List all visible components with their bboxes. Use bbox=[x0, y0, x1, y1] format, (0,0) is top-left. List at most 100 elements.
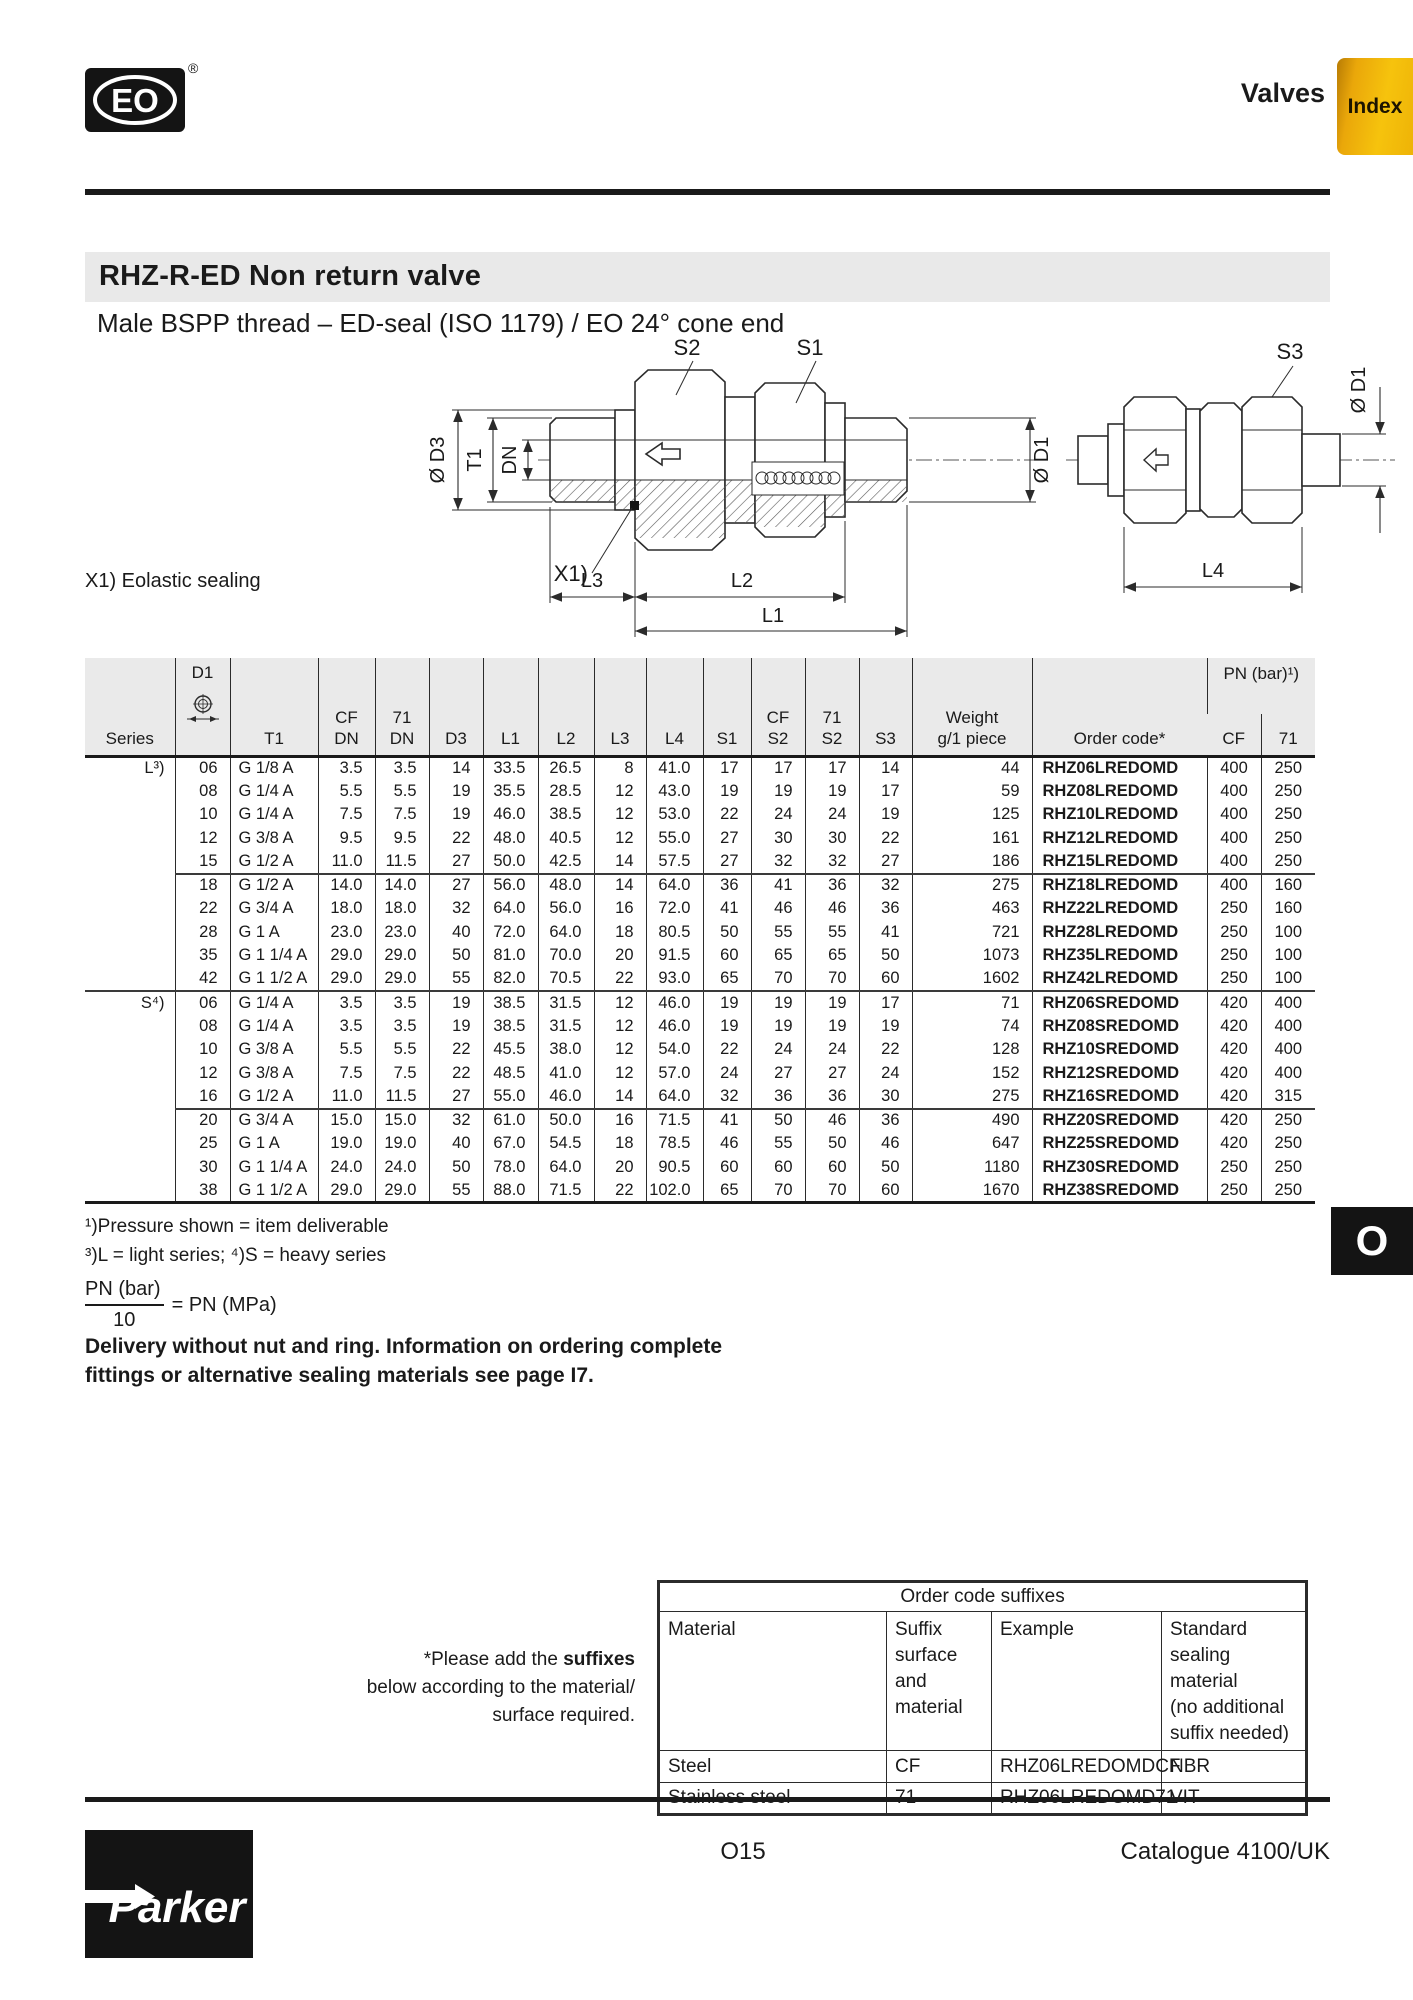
order-code-cell: RHZ18LREDOMD bbox=[1031, 872, 1207, 897]
spec-cell: 81.0 bbox=[482, 944, 538, 968]
spec-cell: 46.0 bbox=[645, 1014, 703, 1038]
spec-cell: 64.0 bbox=[537, 1155, 594, 1179]
spec-cell: 08 bbox=[174, 1014, 230, 1038]
table-row: 08 G 1/4 A 3.5 3.5 19 38.5 31.5 12 46.0 19 19 19 19 7… bbox=[85, 1014, 1315, 1038]
spec-cell: 65 bbox=[702, 967, 751, 991]
suffix-table-body: SteelCFRHZ06LREDOMDCFNBRStainless steel7… bbox=[658, 1750, 1308, 1815]
spec-cell: 46 bbox=[804, 897, 859, 921]
side-valve-view: S3 Ø D1 L4 bbox=[1066, 339, 1395, 593]
dn-dim-label: DN bbox=[499, 446, 521, 475]
col-header-order-code: Order code* bbox=[1031, 658, 1207, 758]
spec-cell: 12 bbox=[593, 826, 646, 850]
col-header-71-dn: 71 DN bbox=[374, 658, 429, 758]
order-code-cell: RHZ12LREDOMD bbox=[1031, 826, 1207, 850]
spec-cell: 70 bbox=[750, 967, 805, 991]
section-index-tab-o[interactable]: O bbox=[1331, 1207, 1413, 1275]
spec-cell: 64.0 bbox=[645, 872, 703, 897]
spec-cell: 55.0 bbox=[645, 826, 703, 850]
spec-cell: 26.5 bbox=[537, 756, 594, 780]
spec-cell: 61.0 bbox=[482, 1107, 538, 1132]
spec-cell: 40 bbox=[428, 1132, 483, 1156]
col-header-pn-bar: PN (bar)¹) bbox=[1206, 658, 1315, 714]
spec-cell: 55 bbox=[750, 920, 805, 944]
spec-cell: 50 bbox=[428, 1155, 483, 1179]
spec-cell: 12 bbox=[593, 1038, 646, 1062]
spec-cell: 38.5 bbox=[537, 803, 594, 827]
main-valve-view: X1) S2 S1 Ø D3 T1 DN Ø D1 bbox=[427, 335, 1053, 637]
spec-cell: 14 bbox=[858, 756, 912, 780]
suffix-col-header: Standard sealing material (no additional su… bbox=[1160, 1611, 1308, 1751]
series-cell bbox=[85, 1109, 175, 1133]
table-row: 30 G 1 1/4 A 24.0 24.0 50 78.0 64.0 20 90.5 60 60 6… bbox=[85, 1155, 1315, 1179]
spec-cell: 46 bbox=[804, 1107, 859, 1132]
spec-cell: 71.5 bbox=[537, 1179, 594, 1204]
spec-cell: 19.0 bbox=[317, 1132, 375, 1156]
spec-cell: 7.5 bbox=[374, 1061, 429, 1085]
table-row: 12 G 3/8 A 7.5 7.5 22 48.5 41.0 12 57.0 24 27 27 24 1… bbox=[85, 1061, 1315, 1085]
spec-cell: 15 bbox=[174, 850, 230, 874]
col-header-t1: T1 bbox=[229, 658, 318, 758]
spec-cell: 35.5 bbox=[482, 779, 538, 803]
series-cell bbox=[85, 1179, 175, 1204]
spec-cell: 64.0 bbox=[645, 1085, 703, 1109]
col-header-s1: S1 bbox=[702, 658, 751, 758]
spec-cell: 24 bbox=[750, 803, 805, 827]
order-code-cell: RHZ16SREDOMD bbox=[1031, 1085, 1207, 1109]
spec-cell: 27 bbox=[858, 850, 912, 874]
spec-cell: 17 bbox=[804, 756, 859, 780]
series-cell bbox=[85, 1132, 175, 1156]
spec-cell: 57.0 bbox=[645, 1061, 703, 1085]
spec-cell: 38.5 bbox=[482, 1014, 538, 1038]
spec-cell: 50 bbox=[428, 944, 483, 968]
spec-cell: 45.5 bbox=[482, 1038, 538, 1062]
spec-cell: G 1/2 A bbox=[229, 850, 318, 874]
spec-cell: 28 bbox=[174, 920, 230, 944]
spec-cell: 27 bbox=[428, 1085, 483, 1109]
spec-cell: 29.0 bbox=[374, 1179, 429, 1204]
suffix-cell: CF bbox=[886, 1750, 992, 1783]
suffix-table: Order code suffixes Material Suffix surfac… bbox=[657, 1580, 1309, 1816]
table-row: S⁴) 06 G 1/4 A 3.5 3.5 19 38.5 31.5 12 46.0 19 19 19… bbox=[85, 990, 1315, 1015]
table-row: 38 G 1 1/2 A 29.0 29.0 55 88.0 71.5 22 102.0 65 70… bbox=[85, 1179, 1315, 1204]
spec-cell: 12 bbox=[593, 990, 646, 1015]
spec-cell: 19.0 bbox=[374, 1132, 429, 1156]
spec-cell: 420 bbox=[1206, 1107, 1261, 1132]
spec-cell: 250 bbox=[1206, 920, 1261, 944]
spec-cell: 38 bbox=[174, 1179, 230, 1204]
spec-cell: 06 bbox=[174, 990, 230, 1015]
spec-cell: 19 bbox=[750, 779, 805, 803]
spec-cell: 9.5 bbox=[374, 826, 429, 850]
spec-cell: 33.5 bbox=[482, 756, 538, 780]
spec-cell: 24 bbox=[804, 1038, 859, 1062]
order-code-cell: RHZ10SREDOMD bbox=[1031, 1038, 1207, 1062]
spec-cell: 17 bbox=[702, 756, 751, 780]
spec-cell: 41.0 bbox=[645, 756, 703, 780]
series-cell bbox=[85, 1038, 175, 1062]
spec-cell: 29.0 bbox=[374, 944, 429, 968]
spec-cell: 55 bbox=[428, 967, 483, 991]
spec-cell: 11.5 bbox=[374, 1085, 429, 1109]
spec-cell: 22 bbox=[702, 1038, 751, 1062]
spec-cell: 29.0 bbox=[317, 944, 375, 968]
spec-cell: 250 bbox=[1206, 897, 1261, 921]
col-header-l1: L1 bbox=[482, 658, 538, 758]
spec-cell: G 1 A bbox=[229, 1132, 318, 1156]
spec-cell: G 1/8 A bbox=[229, 756, 318, 780]
spec-table-body: L³) 06 G 1/8 A 3.5 3.5 14 33.5 26.5 8 41.0 17 17 17 1… bbox=[85, 756, 1315, 1204]
spec-cell: 57.5 bbox=[645, 850, 703, 874]
series-cell bbox=[85, 827, 175, 851]
index-tab[interactable]: Index bbox=[1337, 58, 1413, 155]
spec-cell: 36 bbox=[858, 1107, 912, 1132]
spec-cell: 18.0 bbox=[374, 897, 429, 921]
spec-cell: 250 bbox=[1260, 803, 1315, 827]
spec-cell: 16 bbox=[593, 897, 646, 921]
series-cell bbox=[85, 780, 175, 804]
page-title: RHZ-R-ED Non return valve bbox=[99, 260, 482, 292]
series-cell bbox=[85, 968, 175, 992]
spec-cell: 67.0 bbox=[482, 1132, 538, 1156]
order-code-cell: RHZ08SREDOMD bbox=[1031, 1014, 1207, 1038]
spec-cell: 152 bbox=[911, 1061, 1032, 1085]
spec-cell: 65 bbox=[702, 1179, 751, 1204]
col-header-l3: L3 bbox=[593, 658, 646, 758]
spec-cell: G 3/8 A bbox=[229, 1061, 318, 1085]
